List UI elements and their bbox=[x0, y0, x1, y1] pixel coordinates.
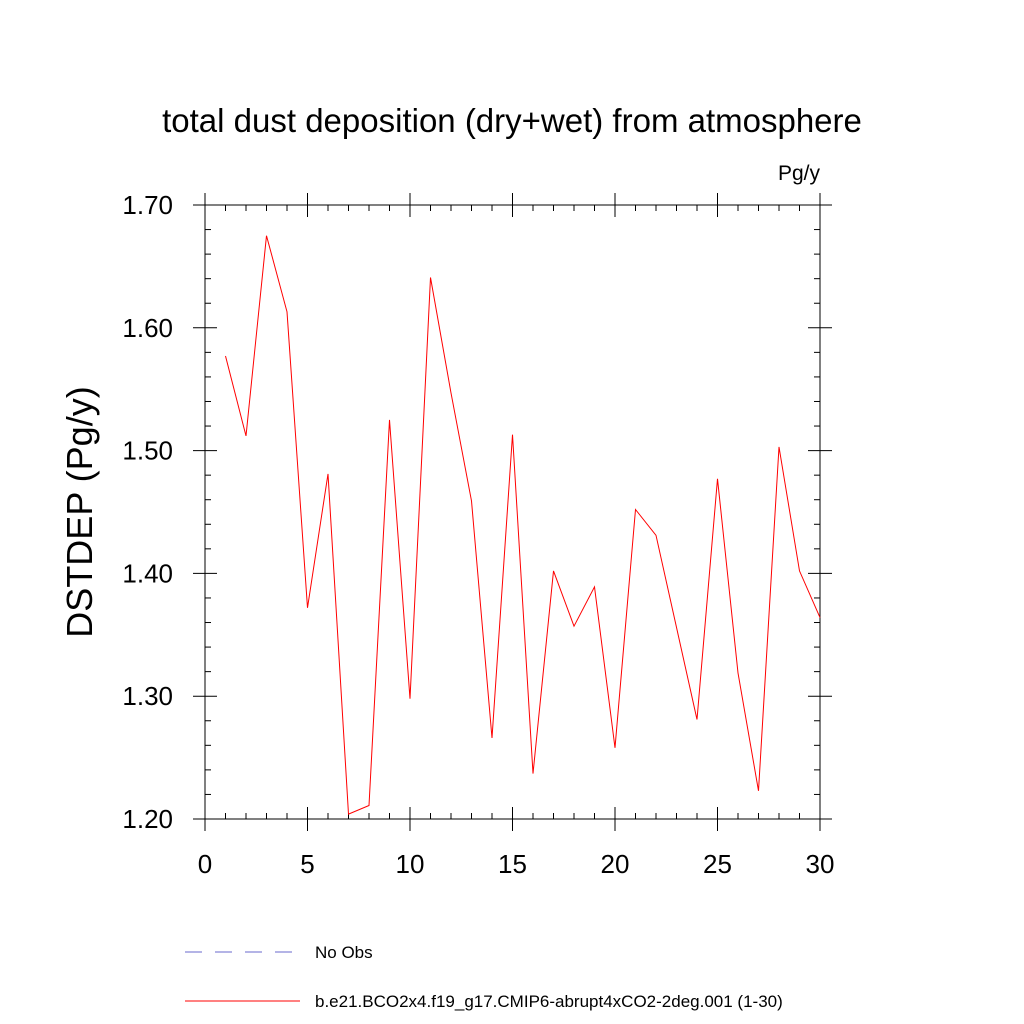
y-tick-label: 1.70 bbox=[122, 190, 173, 220]
legend-label: No Obs bbox=[315, 943, 373, 962]
x-tick-label: 25 bbox=[703, 849, 732, 879]
y-axis-title: DSTDEP (Pg/y) bbox=[59, 386, 100, 637]
y-tick-label: 1.50 bbox=[122, 436, 173, 466]
y-tick-label: 1.60 bbox=[122, 313, 173, 343]
axis-tick-labels: 0 5 10 15 20 25 30 1.20 1.30 1.40 1.50 1.60 1.70 bbox=[122, 190, 834, 879]
x-tick-label: 10 bbox=[396, 849, 425, 879]
plot-frame bbox=[204, 204, 821, 820]
series-layer bbox=[225, 235, 821, 815]
legend-label: b.e21.BCO2x4.f19_g17.CMIP6-abrupt4xCO2-2… bbox=[315, 992, 783, 1011]
y-tick-label: 1.30 bbox=[122, 681, 173, 711]
y-tick-label: 1.40 bbox=[122, 558, 173, 588]
axis-ticks bbox=[193, 193, 832, 831]
units-label: Pg/y bbox=[778, 162, 821, 185]
x-tick-label: 20 bbox=[601, 849, 630, 879]
legend: No Obs b.e21.BCO2x4.f19_g17.CMIP6-abrupt4… bbox=[185, 943, 783, 1011]
y-tick-label: 1.20 bbox=[122, 804, 173, 834]
chart-title: total dust deposition (dry+wet) from atm… bbox=[162, 102, 862, 139]
x-tick-label: 15 bbox=[498, 849, 527, 879]
x-tick-label: 30 bbox=[806, 849, 835, 879]
x-tick-label: 0 bbox=[198, 849, 212, 879]
series-line bbox=[225, 235, 821, 815]
x-tick-label: 5 bbox=[300, 849, 314, 879]
